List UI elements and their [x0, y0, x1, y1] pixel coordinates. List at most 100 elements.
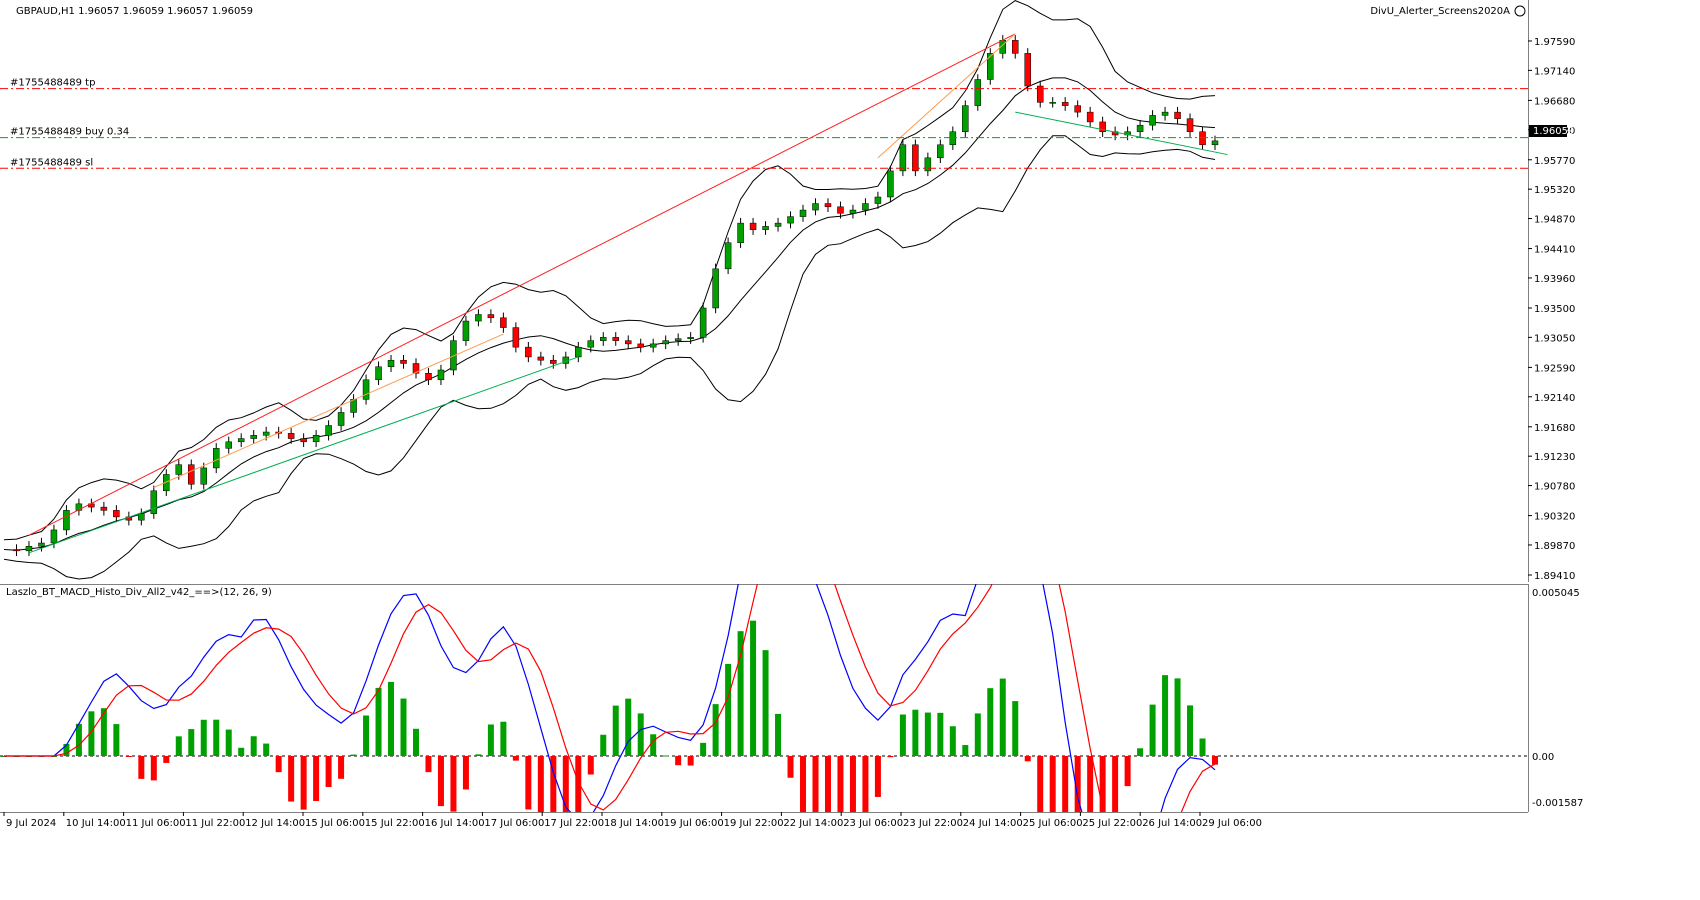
macd-histogram-bar [88, 711, 95, 756]
y-tick-label: 1.90320 [1534, 512, 1575, 523]
trade-line-label: #1755488489 tp [10, 78, 95, 89]
macd-histogram-bar [125, 756, 132, 757]
candle-body [400, 359, 407, 364]
divergence-line [28, 33, 1016, 536]
macd-panel[interactable]: Laszlo_BT_MACD_Histo_Div_All2_v42_==>(12… [0, 584, 1528, 812]
candle-body [624, 340, 632, 345]
macd-histogram-bar [887, 756, 894, 758]
candle-body [138, 513, 145, 521]
candle-body [1086, 111, 1094, 123]
candle-body [425, 373, 432, 381]
candle-body [1199, 131, 1206, 146]
macd-histogram-bar [1049, 756, 1056, 812]
y-tick-label: 1.93050 [1534, 333, 1575, 344]
x-tick-label: 17 Jul 22:00 [544, 818, 604, 829]
y-tick-label: 1.90780 [1534, 482, 1575, 493]
x-tick-label: 22 Jul 14:00 [783, 818, 843, 829]
macd-histogram-bar [812, 756, 819, 812]
macd-series [1, 584, 1218, 812]
candle-body [749, 222, 757, 230]
y-tick-label: 1.93500 [1534, 304, 1575, 315]
macd-histogram-bar [525, 756, 532, 810]
macd-histogram-bar [412, 728, 419, 756]
macd-histogram-bar [1012, 701, 1019, 756]
candle-body [100, 506, 108, 511]
candle-body [337, 412, 345, 426]
trade-lines: #1755488489 tp #1755488489 buy 0.34 #17554… [0, 78, 1528, 169]
y-tick-label: 1.94410 [1534, 245, 1575, 256]
macd-histogram-bar [175, 736, 182, 756]
x-tick-label: 29 Jul 06:00 [1202, 818, 1262, 829]
candle-body [512, 327, 520, 348]
macd-histogram-bar [537, 756, 544, 812]
x-tick-label: 10 Jul 14:00 [66, 818, 126, 829]
macd-title: Laszlo_BT_MACD_Histo_Div_All2_v42_==>(12… [6, 587, 272, 598]
lower-band [3, 135, 1216, 580]
macd-histogram-bar [637, 713, 644, 756]
candle-body [325, 425, 332, 436]
y-tick-label: 1.89410 [1534, 571, 1575, 582]
macd-histogram-bar [363, 715, 370, 756]
candle-body [912, 144, 919, 172]
current-price-label: 1.96059 [1533, 126, 1574, 137]
macd-max-label: 0.005045 [1532, 588, 1580, 599]
candle-body [737, 222, 744, 243]
candle-body [237, 438, 245, 443]
macd-histogram-bar [238, 747, 245, 756]
macd-histogram-bar [375, 687, 382, 756]
candle-body [799, 209, 807, 217]
candle-body [550, 359, 557, 364]
candle-body [874, 196, 882, 204]
candle-body [437, 369, 445, 381]
macd-histogram-bar [500, 721, 507, 756]
candle-body [575, 346, 582, 358]
macd-histogram-bar [1037, 756, 1044, 812]
macd-histogram-bar [288, 756, 295, 802]
candle-body [1136, 124, 1144, 132]
candle-body [113, 510, 120, 518]
macd-histogram-bar [1149, 704, 1156, 756]
candle-body [163, 474, 170, 492]
macd-histogram-bar [675, 756, 682, 766]
macd-histogram-bar [937, 712, 944, 756]
y-tick-label: 1.95320 [1534, 185, 1575, 196]
symbol-info: GBPAUD,H1 1.96057 1.96059 1.96057 1.9605… [16, 6, 253, 17]
macd-histogram-bar [1137, 748, 1144, 756]
candle-body [1049, 102, 1056, 104]
candle-body [1149, 115, 1156, 126]
macd-histogram-bar [949, 726, 956, 756]
candle-body [212, 448, 220, 469]
candle-body [537, 356, 545, 361]
macd-histogram-bar [1174, 678, 1181, 756]
macd-histogram-bar [725, 663, 732, 756]
candle-body [587, 340, 595, 348]
candle-body [262, 431, 270, 436]
macd-histogram-bar [587, 756, 594, 775]
macd-histogram-bar [625, 698, 632, 756]
middle-band [3, 77, 1216, 551]
candle-body [50, 529, 58, 544]
x-tick-label: 26 Jul 14:00 [1142, 818, 1202, 829]
candle-body [1174, 111, 1181, 119]
macd-histogram-bar [987, 688, 994, 756]
candle-body [1024, 53, 1031, 87]
y-tick-label: 1.91230 [1534, 452, 1575, 463]
macd-histogram-bar [550, 756, 557, 812]
candle-body [362, 379, 370, 400]
candle-body [25, 546, 33, 552]
x-tick-label: 12 Jul 14:00 [245, 818, 305, 829]
candle-body [812, 203, 819, 211]
price-chart[interactable]: GBPAUD,H1 1.96057 1.96059 1.96057 1.9605… [0, 0, 1528, 582]
x-tick-label: 19 Jul 22:00 [724, 818, 784, 829]
macd-histogram-bar [562, 756, 569, 812]
candle-body [38, 542, 45, 547]
candle-body [312, 435, 320, 443]
candle-body [949, 131, 957, 146]
macd-histogram-bar [874, 756, 881, 797]
macd-histogram-bar [1212, 756, 1218, 765]
macd-histogram-bar [1162, 675, 1169, 756]
candle-body [862, 203, 869, 211]
macd-histogram-bar [250, 736, 257, 756]
candle-body [687, 337, 694, 339]
